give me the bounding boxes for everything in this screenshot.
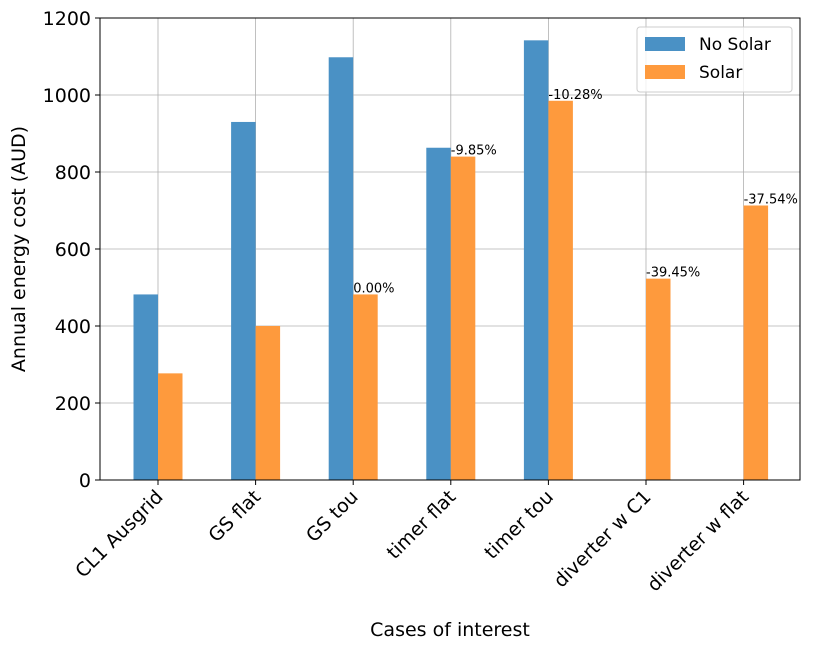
- y-tick-label: 0: [79, 470, 91, 492]
- annotation: -10.28%: [548, 88, 602, 103]
- bar: [133, 294, 158, 480]
- bar: [255, 326, 281, 480]
- bar: [231, 121, 256, 480]
- x-tick-label: diverter w flat: [643, 486, 753, 596]
- annotation: -9.85%: [451, 144, 497, 159]
- legend: No Solar Solar: [636, 26, 793, 93]
- bar: [646, 278, 671, 480]
- bar: [328, 57, 354, 481]
- legend-label: No Solar: [699, 35, 771, 55]
- y-tick-label: 800: [55, 162, 91, 184]
- x-axis-label: Cases of interest: [370, 619, 530, 641]
- bar: [523, 40, 549, 481]
- x-tick-label: timer flat: [383, 486, 461, 564]
- y-tick-label: 200: [55, 393, 91, 415]
- x-tick-label: diverter w C1: [549, 486, 655, 592]
- legend-label: Solar: [699, 63, 742, 83]
- bar: [158, 373, 183, 480]
- y-tick-label: 1200: [43, 8, 91, 30]
- x-tick-label: timer tou: [480, 486, 558, 564]
- bar: [353, 294, 378, 480]
- annotation: 0.00%: [353, 281, 394, 296]
- y-tick-label: 400: [55, 316, 91, 338]
- x-tick-label: CL1 Ausgrid: [71, 486, 167, 582]
- bar: [450, 156, 476, 480]
- y-tick-label: 1000: [43, 85, 91, 107]
- legend-swatch: [645, 65, 685, 79]
- bar: [548, 100, 573, 481]
- legend-swatch: [645, 37, 685, 51]
- y-tick-label: 600: [55, 239, 91, 261]
- y-axis-label: Annual energy cost (AUD): [8, 126, 30, 372]
- annotation: -37.54%: [744, 192, 798, 207]
- annotation: -39.45%: [646, 266, 700, 281]
- x-tick-label: GS flat: [204, 486, 265, 547]
- bar: [743, 205, 769, 480]
- plot-frame: [99, 17, 801, 481]
- bar: [426, 147, 451, 480]
- x-tick-label: GS tou: [302, 486, 363, 547]
